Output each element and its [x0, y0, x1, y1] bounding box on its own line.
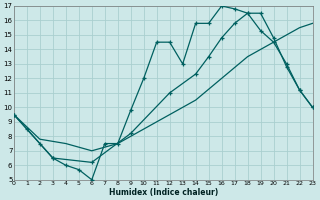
X-axis label: Humidex (Indice chaleur): Humidex (Indice chaleur) — [108, 188, 218, 197]
